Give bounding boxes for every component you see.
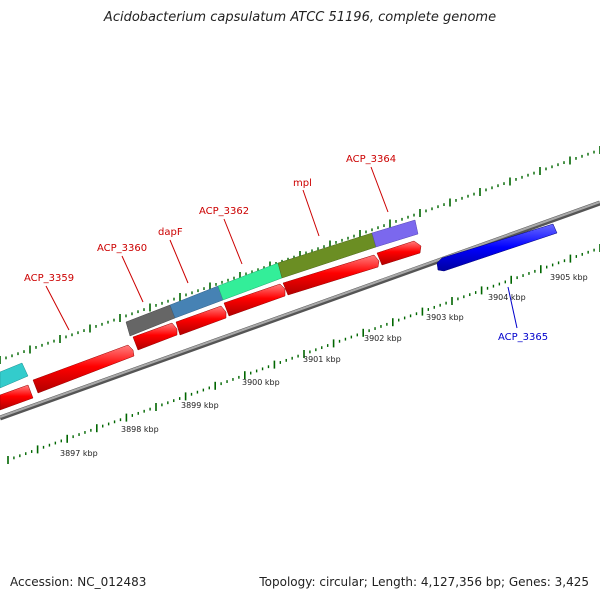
accession-text: Accession: NC_012483 (10, 575, 147, 589)
kbp-label: 3900 kbp (242, 378, 280, 387)
cds-arrow-reverse (436, 223, 558, 272)
gene-label-acp3360: ACP_3360 (97, 243, 147, 254)
gene-labels: ACP_3359 ACP_3360 dapF ACP_3362 mpl ACP_… (24, 154, 548, 343)
kbp-label: 3903 kbp (426, 313, 464, 322)
gene-label-acp3364: ACP_3364 (346, 154, 396, 165)
kbp-label: 3898 kbp (121, 425, 159, 434)
cds-arrow-3 (132, 322, 178, 351)
gene-label-acp3365: ACP_3365 (498, 332, 548, 343)
cog-bar-slateblue (371, 219, 419, 248)
gene-label-dapf: dapF (158, 227, 183, 238)
kbp-label: 3902 kbp (364, 334, 402, 343)
cds-arrow-6 (282, 254, 380, 296)
inner-tick-ring (7, 244, 600, 464)
label-leaders (45, 166, 518, 331)
cds-arrow-2 (32, 344, 135, 394)
cds-arrow-7 (376, 240, 422, 266)
cds-arrow-4 (175, 305, 227, 336)
outer-tick-ring (0, 146, 600, 364)
backbone (0, 200, 600, 421)
map-title: Acidobacterium capsulatum ATCC 51196, co… (103, 10, 497, 25)
kbp-label: 3904 kbp (488, 293, 526, 302)
cog-bar-cyan (0, 362, 29, 389)
kbp-label: 3905 kbp (550, 273, 588, 282)
cds-arrow-1 (0, 384, 34, 411)
cds-arrow-5 (223, 283, 286, 317)
kbp-label: 3901 kbp (303, 355, 341, 364)
forward-cds-arrows (0, 240, 422, 411)
kbp-scale-labels: 3897 kbp 3898 kbp 3899 kbp 3900 kbp 3901… (60, 273, 588, 458)
gene-label-acp3362: ACP_3362 (199, 206, 249, 217)
cog-bars (0, 219, 419, 389)
kbp-label: 3897 kbp (60, 449, 98, 458)
genome-summary-text: Topology: circular; Length: 4,127,356 bp… (259, 575, 589, 589)
gene-label-acp3359: ACP_3359 (24, 273, 74, 284)
gene-label-mpl: mpl (293, 178, 312, 189)
kbp-label: 3899 kbp (181, 401, 219, 410)
